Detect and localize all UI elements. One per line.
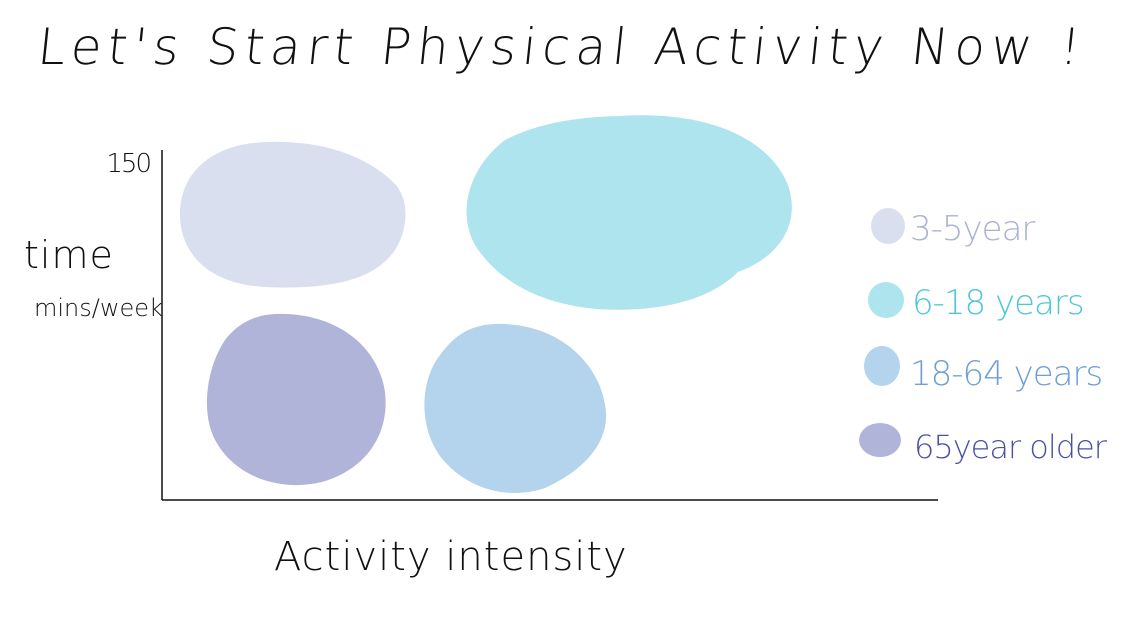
legend-label-18-64years: 18-64 years: [910, 354, 1102, 394]
legend-swatch-3-5year: [871, 208, 905, 244]
y-axis-label-line2: mins/week: [34, 294, 163, 322]
legend-swatch-18-64years: [864, 346, 900, 386]
legend-label-65yearolder: 65year older: [914, 428, 1108, 466]
y-axis-label-line1: time: [24, 233, 114, 277]
x-axis-label: Activity intensity: [274, 534, 628, 580]
legend: 3-5year 6-18 years 18-64 years 65year ol…: [859, 208, 1109, 466]
y-tick-label: 150: [106, 149, 150, 179]
bubble-65yearolder: [206, 313, 386, 486]
bubble-3-5year: [180, 141, 406, 288]
legend-swatch-6-18years: [868, 282, 904, 318]
legend-label-3-5year: 3-5year: [910, 209, 1035, 249]
bubble-18-64years: [424, 323, 607, 493]
legend-swatch-65yearolder: [859, 423, 901, 457]
bubble-6-18years: [466, 115, 792, 310]
legend-label-6-18years: 6-18 years: [912, 283, 1084, 323]
